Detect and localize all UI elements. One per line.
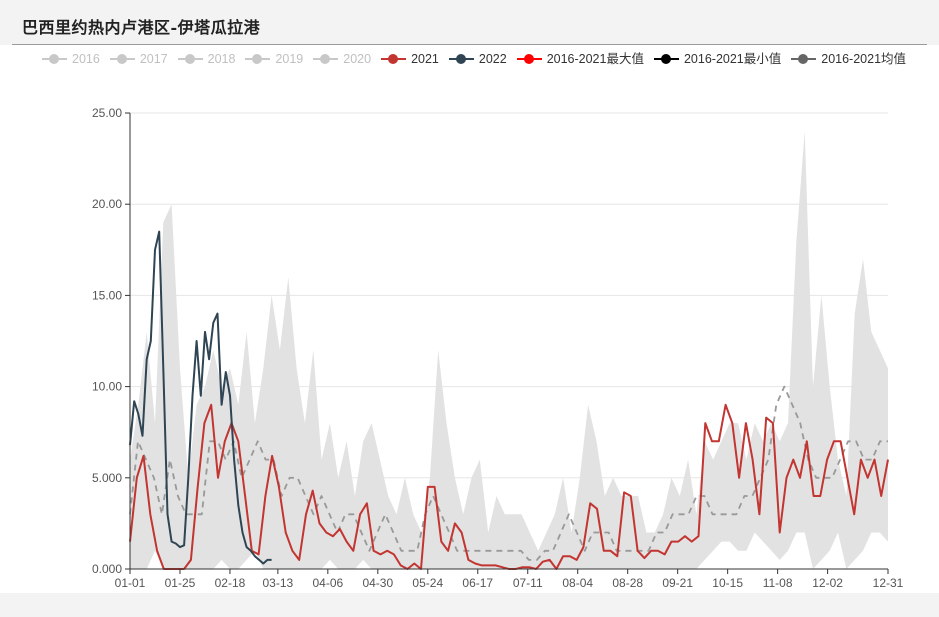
x-tick-label: 04-06 [312, 576, 343, 590]
legend-item-2018[interactable]: 2018 [177, 47, 236, 71]
y-tick-label: 0.000 [92, 562, 122, 576]
legend-item-2017[interactable]: 2017 [109, 47, 168, 71]
x-tick-label: 12-31 [873, 576, 904, 590]
legend-marker-icon [448, 52, 474, 66]
x-tick-label: 03-13 [263, 576, 294, 590]
x-tick-label: 02-18 [215, 576, 246, 590]
x-tick-label: 01-01 [115, 576, 146, 590]
axes: 0.000 5.000 10.00 15.00 20.00 25.00 01-01 01-25… [92, 106, 904, 590]
y-tick-label: 15.00 [92, 288, 122, 302]
legend-item-2019[interactable]: 2019 [245, 47, 303, 71]
y-tick-label: 5.000 [92, 471, 122, 485]
chart-legend: 2016 2017 2018 2019 2020 2021 2022 2016-2021最大值… [42, 47, 922, 74]
x-tick-label: 09-21 [662, 576, 693, 590]
x-tick-label: 10-15 [712, 576, 743, 590]
min-max-band [130, 131, 888, 569]
legend-item-2016-2021最小值[interactable]: 2016-2021最小值 [653, 47, 782, 71]
legend-label: 2016-2021最小值 [683, 52, 782, 66]
legend-item-2022[interactable]: 2022 [448, 47, 507, 71]
legend-label: 2020 [343, 52, 372, 66]
x-tick-label: 08-04 [562, 576, 593, 590]
x-tick-label: 07-11 [513, 576, 543, 590]
legend-label: 2022 [478, 52, 507, 66]
legend-marker-icon [109, 52, 135, 66]
x-tick-label: 05-24 [412, 576, 443, 590]
legend-marker-icon [791, 52, 817, 66]
x-tick-label: 08-28 [612, 576, 643, 590]
legend-marker-icon [381, 52, 407, 66]
legend-label: 2019 [275, 52, 304, 66]
legend-item-2021[interactable]: 2021 [381, 47, 439, 71]
footer-bar [0, 593, 939, 617]
x-tick-label: 11-08 [763, 576, 793, 590]
legend-marker-icon [313, 52, 339, 66]
legend-marker-icon [177, 52, 203, 66]
legend-label: 2017 [139, 52, 168, 66]
legend-label: 2018 [207, 52, 236, 66]
legend-label: 2016-2021最大值 [546, 52, 644, 66]
legend-marker-icon [516, 52, 542, 66]
legend-item-2016-2021最大值[interactable]: 2016-2021最大值 [516, 47, 644, 71]
title-divider [12, 44, 927, 45]
legend-label: 2016 [72, 52, 100, 66]
x-tick-label: 01-25 [165, 576, 196, 590]
y-tick-label: 20.00 [92, 197, 122, 211]
chart-title: 巴西里约热内卢港区-伊塔瓜拉港 [22, 18, 261, 37]
min-max-area [130, 131, 888, 569]
x-tick-label: 06-17 [462, 576, 493, 590]
legend-marker-icon [42, 52, 67, 66]
legend-marker-icon [653, 52, 679, 66]
title-bar: 巴西里约热内卢港区-伊塔瓜拉港 [0, 0, 939, 45]
legend-label: 2016-2021均值 [821, 52, 907, 66]
legend-marker-icon [245, 52, 271, 66]
y-tick-label: 10.00 [92, 380, 122, 394]
x-tick-label: 04-30 [362, 576, 393, 590]
legend-item-2016-2021均值[interactable]: 2016-2021均值 [791, 47, 906, 71]
legend-label: 2021 [411, 52, 439, 66]
legend-item-2016[interactable]: 2016 [42, 47, 100, 71]
x-tick-label: 12-02 [812, 576, 843, 590]
series-2022 [129, 230, 272, 565]
legend-item-2020[interactable]: 2020 [313, 47, 371, 71]
y-tick-label: 25.00 [92, 106, 122, 120]
